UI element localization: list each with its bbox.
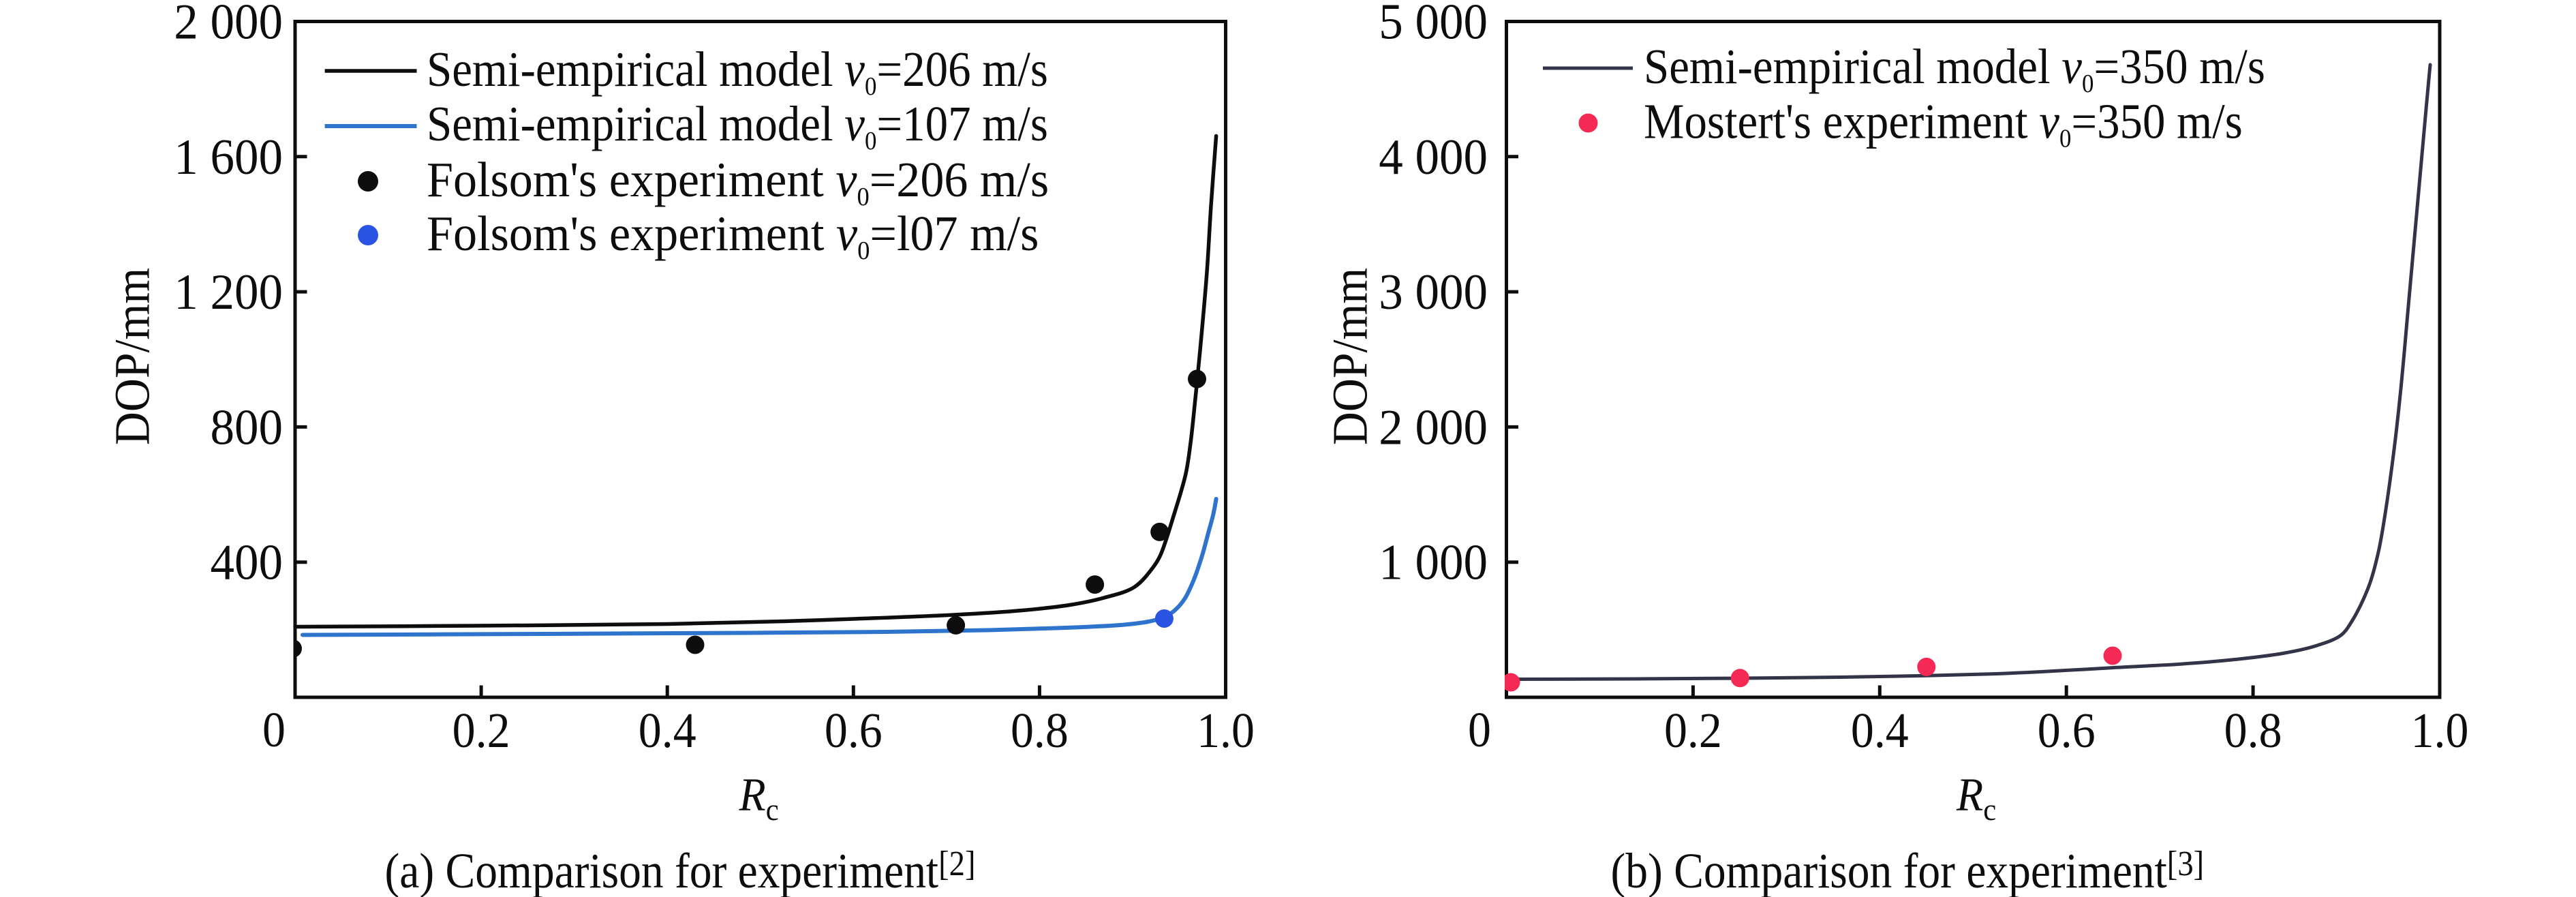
svg-text:(b) Comparison for experiment[: (b) Comparison for experiment[3] <box>1611 843 2205 897</box>
svg-text:2 000: 2 000 <box>174 0 283 50</box>
svg-text:DOP/mm: DOP/mm <box>105 268 160 445</box>
svg-text:0.8: 0.8 <box>1011 703 1069 759</box>
svg-text:DOP/mm: DOP/mm <box>1323 268 1378 445</box>
svg-text:1 200: 1 200 <box>174 264 283 320</box>
svg-text:0.6: 0.6 <box>825 703 883 759</box>
svg-text:Semi-empirical model v0=206 m/: Semi-empirical model v0=206 m/s <box>427 42 1048 100</box>
svg-text:Semi-empirical model v0=107 m/: Semi-empirical model v0=107 m/s <box>427 97 1048 155</box>
svg-text:Mostert's experiment v0=350 m/: Mostert's experiment v0=350 m/s <box>1644 95 2243 153</box>
svg-text:5 000: 5 000 <box>1379 0 1488 50</box>
svg-text:1 000: 1 000 <box>1379 534 1488 590</box>
svg-text:0.4: 0.4 <box>1851 703 1909 759</box>
svg-text:Semi-empirical model v0=350 m/: Semi-empirical model v0=350 m/s <box>1644 40 2265 97</box>
svg-text:(a) Comparison for experiment[: (a) Comparison for experiment[2] <box>385 843 976 897</box>
svg-text:0.2: 0.2 <box>1664 703 1722 759</box>
svg-text:800: 800 <box>210 399 283 455</box>
svg-text:1 600: 1 600 <box>174 128 283 185</box>
svg-text:Folsom's experiment v0=206 m/s: Folsom's experiment v0=206 m/s <box>427 153 1049 211</box>
svg-text:0.6: 0.6 <box>2038 703 2096 759</box>
svg-text:0.4: 0.4 <box>639 703 696 759</box>
svg-text:0: 0 <box>1468 703 1491 758</box>
svg-text:3 000: 3 000 <box>1379 264 1488 320</box>
svg-text:0.8: 0.8 <box>2224 703 2282 759</box>
svg-text:4 000: 4 000 <box>1379 128 1488 185</box>
svg-text:2 000: 2 000 <box>1379 399 1488 455</box>
svg-text:400: 400 <box>210 534 283 590</box>
svg-text:1.0: 1.0 <box>2411 703 2469 759</box>
svg-text:1.0: 1.0 <box>1197 703 1255 759</box>
svg-text:0: 0 <box>262 703 286 758</box>
svg-text:Folsom's experiment v0=l07 m/s: Folsom's experiment v0=l07 m/s <box>427 207 1039 265</box>
svg-text:0.2: 0.2 <box>453 703 510 759</box>
